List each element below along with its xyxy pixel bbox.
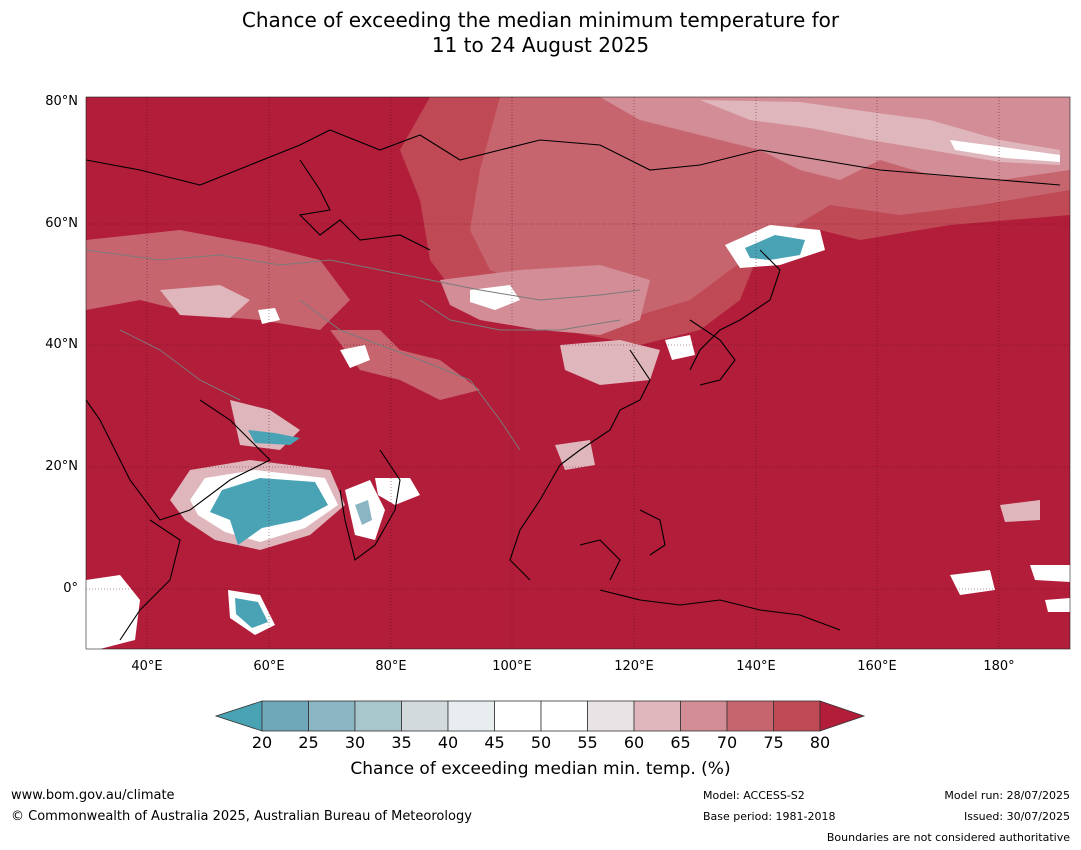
lon-label-100e: 100°E [492, 659, 532, 674]
colorbar-tick: 80 [809, 733, 831, 752]
region-bengal-30 [355, 500, 372, 525]
region-korea-50 [665, 335, 695, 360]
region-pacific-b-50 [1030, 565, 1070, 582]
lon-label-120e: 120°E [614, 659, 654, 674]
website-link[interactable]: www.bom.gov.au/climate [11, 788, 175, 803]
colorbar-segment [680, 700, 728, 732]
region-mongolia-50 [470, 285, 520, 310]
chart-title: Chance of exceeding the median minimum t… [0, 8, 1081, 58]
colorbar-segment [773, 700, 821, 732]
colorbar-tick: 70 [716, 733, 738, 752]
title-line-2: 11 to 24 August 2025 [431, 33, 650, 57]
lon-label-180: 180° [983, 659, 1015, 674]
disclaimer-text: Boundaries are not considered authoritat… [826, 831, 1070, 844]
region-northchina-60 [560, 340, 660, 385]
colorbar-title: Chance of exceeding median min. temp. (%… [350, 759, 731, 779]
region-gulf-20 [248, 430, 300, 445]
colorbar-segment [726, 700, 774, 732]
coastlines [86, 129, 1061, 641]
colorbar-tick: 25 [298, 733, 319, 752]
colorbar-segment [447, 700, 495, 732]
region-bengal-east-50 [375, 478, 420, 505]
lat-label-20n: 20°N [45, 459, 78, 474]
region-okhotsk-20 [745, 235, 805, 260]
colorbar-tick: 50 [530, 733, 552, 752]
region-centralasia-60 [160, 285, 250, 318]
region-arctic-50 [950, 140, 1060, 162]
colorbar [214, 700, 866, 732]
colorbar-tick: 45 [484, 733, 505, 752]
colorbar-tick: 55 [577, 733, 598, 752]
region-centralasia-70 [86, 230, 350, 330]
colorbar-segment [587, 700, 635, 732]
lon-label-160e: 160°E [857, 659, 897, 674]
model-text: Model: ACCESS-S2 [703, 789, 805, 802]
region-himalaya-70 [330, 330, 480, 400]
colorbar-under-arrow [214, 700, 263, 732]
colorbar-over-arrow [819, 700, 866, 732]
lat-label-0: 0° [63, 581, 78, 596]
region-seasia-60 [555, 440, 595, 470]
issued-text: Issued: 30/07/2025 [963, 810, 1070, 823]
colorbar-tick: 35 [391, 733, 412, 752]
colorbar-segment [401, 700, 449, 732]
region-pacific-c-50 [1045, 598, 1070, 612]
region-arctic-65 [600, 97, 1070, 180]
region-himalaya-50 [340, 345, 370, 368]
graticule [86, 97, 1070, 649]
region-westpacific-60 [1000, 500, 1040, 522]
colorbar-segment [308, 700, 356, 732]
colorbar-segment [494, 700, 542, 732]
lat-label-80n: 80°N [45, 94, 78, 109]
borders [86, 249, 641, 451]
base-period-text: Base period: 1981-2018 [703, 810, 836, 823]
region-somalia-20 [235, 598, 268, 628]
colorbar-segment [633, 700, 681, 732]
title-line-1: Chance of exceeding the median minimum t… [241, 8, 840, 32]
lon-label-140e: 140°E [736, 659, 776, 674]
colorbar-tick: 30 [344, 733, 366, 752]
colorbar-segment [261, 700, 309, 732]
lon-label-40e: 40°E [131, 659, 163, 674]
colorbar-segment [354, 700, 402, 732]
colorbar-segment [540, 700, 588, 732]
lat-label-40n: 40°N [45, 337, 78, 352]
colorbar-tick: 60 [623, 733, 645, 752]
colorbar-tick: 65 [670, 733, 691, 752]
map-frame [85, 96, 1071, 650]
lon-label-60e: 60°E [253, 659, 285, 674]
lon-label-80e: 80°E [375, 659, 407, 674]
model-run-text: Model run: 28/07/2025 [944, 789, 1070, 802]
colorbar-tick: 40 [437, 733, 459, 752]
lat-label-60n: 60°N [45, 216, 78, 231]
colorbar-tick: 20 [251, 733, 273, 752]
copyright-text: © Commonwealth of Australia 2025, Austra… [11, 809, 472, 824]
colorbar-tick: 75 [763, 733, 784, 752]
